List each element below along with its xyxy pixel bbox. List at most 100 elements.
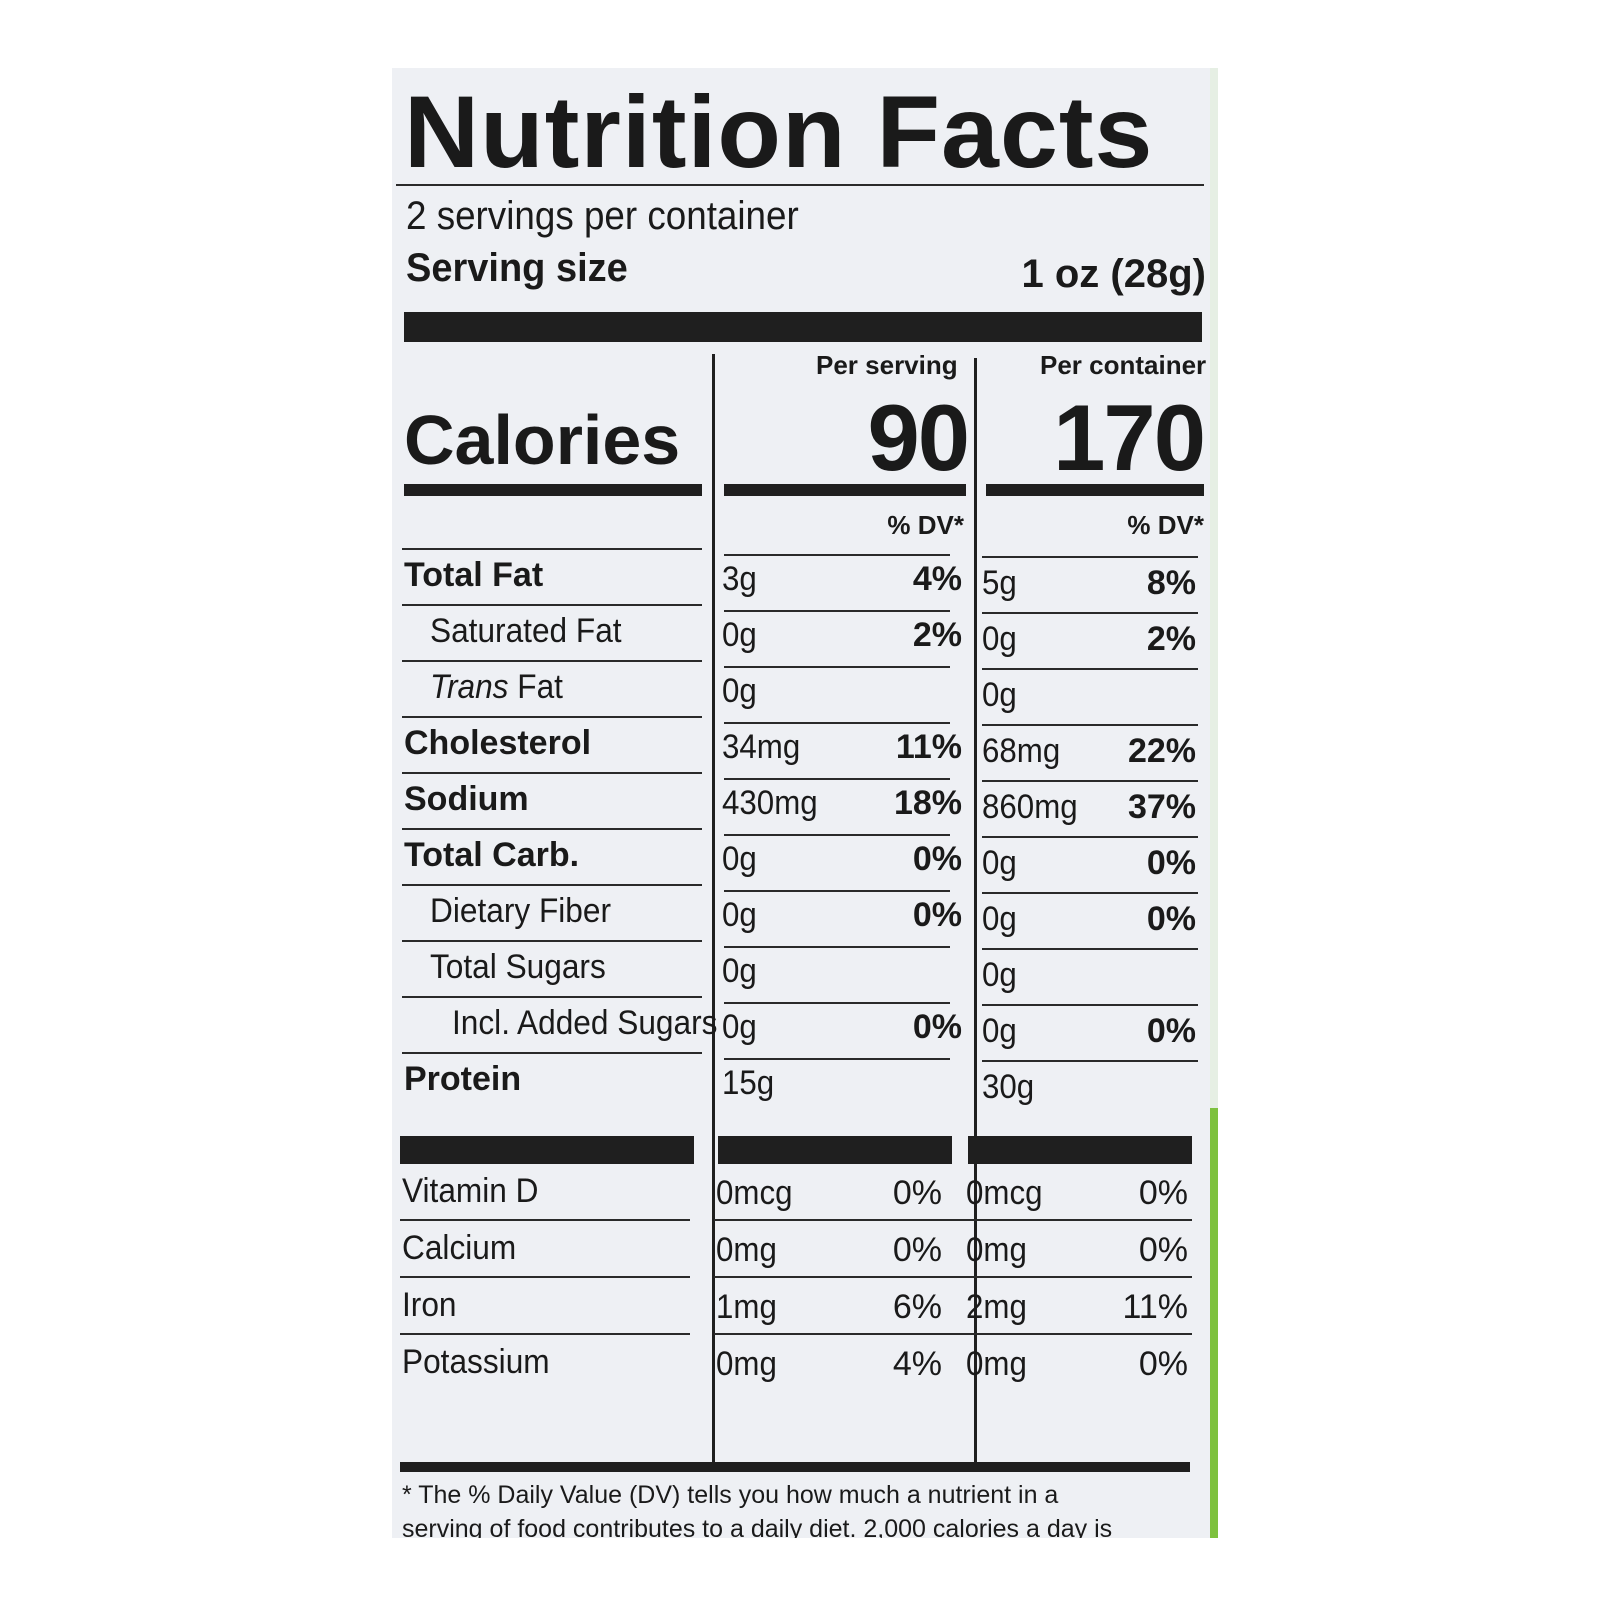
package-edge-green <box>1210 1108 1218 1538</box>
vitamin-serving-dv: 4% <box>892 1345 942 1383</box>
nutrient-label-italic: Trans <box>430 668 509 706</box>
container-amount: 68mg <box>982 732 1061 770</box>
serving-amount: 0g <box>722 616 757 654</box>
row-rule-mid <box>724 778 950 780</box>
calories-per-container: 170 <box>1053 385 1206 490</box>
serving-amount: 0g <box>722 672 757 710</box>
vitamin-serving: 0mg <box>716 1231 777 1269</box>
nutrient-label: Total Carb. <box>404 836 580 874</box>
row-rule-left <box>402 996 702 998</box>
row-rule-left <box>402 548 702 550</box>
serving-amount: 34mg <box>722 728 801 766</box>
vitamin-rule-left <box>400 1219 690 1221</box>
row-rule-right <box>982 836 1198 838</box>
nutrient-label: Incl. Added Sugars <box>452 1004 718 1042</box>
vitamin-container: 0mg <box>966 1231 1027 1269</box>
row-rule-right <box>982 612 1198 614</box>
vitamin-rule-right <box>714 1276 1192 1278</box>
serving-amount: 0g <box>722 840 757 878</box>
vitamin-label: Potassium <box>402 1343 550 1381</box>
container-dv: 22% <box>1127 732 1196 770</box>
serving-dv: 11% <box>895 728 962 766</box>
column-divider-2 <box>974 358 977 1466</box>
footnote: * The % Daily Value (DV) tells you how m… <box>402 1481 1113 1538</box>
serving-dv: 4% <box>912 560 962 598</box>
vitamin-label: Calcium <box>402 1229 517 1267</box>
calories-per-serving: 90 <box>867 385 970 490</box>
row-rule-right <box>982 948 1198 950</box>
row-rule-mid <box>724 1002 950 1004</box>
vitamin-serving: 0mg <box>716 1345 777 1383</box>
vitamin-label: Iron <box>402 1286 457 1324</box>
row-rule-left <box>402 604 702 606</box>
container-amount: 0g <box>982 676 1017 714</box>
row-rule-right <box>982 1004 1198 1006</box>
container-amount: 860mg <box>982 788 1078 826</box>
vitamin-serving: 0mcg <box>716 1174 793 1212</box>
vitamin-rule-left <box>400 1333 690 1335</box>
nutrient-label: Protein <box>404 1060 522 1098</box>
nutrient-label: Saturated Fat <box>430 612 622 650</box>
row-rule-mid <box>724 722 950 724</box>
row-rule-right <box>982 724 1198 726</box>
row-rule-mid <box>724 554 950 556</box>
vitamins-bar-mid <box>718 1136 952 1164</box>
vitamin-serving-dv: 6% <box>892 1288 942 1326</box>
serving-amount: 15g <box>722 1064 775 1102</box>
row-rule-right <box>982 892 1198 894</box>
vitamin-rule-left <box>400 1276 690 1278</box>
serving-amount: 0g <box>722 896 757 934</box>
row-rule-left <box>402 884 702 886</box>
vitamin-rule-right <box>714 1333 1192 1335</box>
row-rule-mid <box>724 1058 950 1060</box>
serving-amount: 0g <box>722 952 757 990</box>
container-dv: 0% <box>1146 844 1196 882</box>
vitamin-serving: 1mg <box>716 1288 777 1326</box>
vitamins-bar-left <box>400 1136 694 1164</box>
container-amount: 0g <box>982 620 1017 658</box>
row-rule-left <box>402 828 702 830</box>
nutrient-label: Dietary Fiber <box>430 892 611 930</box>
row-rule-left <box>402 660 702 662</box>
vitamin-container-dv: 0% <box>1138 1231 1188 1269</box>
vitamin-serving-dv: 0% <box>892 1174 942 1212</box>
row-rule-left <box>402 716 702 718</box>
vitamin-container-dv: 0% <box>1138 1345 1188 1383</box>
row-rule-mid <box>724 890 950 892</box>
container-amount: 0g <box>982 844 1017 882</box>
nutrient-label: Sodium <box>404 780 529 818</box>
container-amount: 5g <box>982 564 1017 602</box>
container-amount: 30g <box>982 1068 1035 1106</box>
row-rule-mid <box>724 946 950 948</box>
nutrient-label: Total Sugars <box>430 948 606 986</box>
vitamin-container: 2mg <box>966 1288 1027 1326</box>
dv-header-serving: % DV* <box>887 510 964 540</box>
footer-bar <box>400 1462 1190 1472</box>
serving-dv: 2% <box>912 616 962 654</box>
package-edge-light <box>1210 68 1218 1538</box>
vitamin-container-dv: 11% <box>1122 1288 1188 1326</box>
row-rule-left <box>402 1052 702 1054</box>
calories-bar-left <box>404 484 702 496</box>
nutrient-label-rest: Fat <box>508 668 563 706</box>
title-rule <box>396 184 1204 186</box>
serving-dv: 0% <box>912 840 962 878</box>
serving-size-thick-bar <box>404 312 1202 342</box>
calories-bar-mid <box>724 484 966 496</box>
dv-header-container: % DV* <box>1127 510 1204 540</box>
container-dv: 0% <box>1146 1012 1196 1050</box>
container-amount: 0g <box>982 1012 1017 1050</box>
vitamin-serving-dv: 0% <box>892 1231 942 1269</box>
per-serving-header: Per serving <box>816 350 958 380</box>
container-dv: 37% <box>1127 788 1196 826</box>
servings-per-container: 2 servings per container <box>406 194 799 238</box>
row-rule-left <box>402 940 702 942</box>
serving-size-label: Serving size <box>406 246 628 290</box>
label-title: Nutrition Facts <box>404 75 1154 189</box>
per-container-header: Per container <box>1040 350 1207 380</box>
vitamin-container: 0mcg <box>966 1174 1043 1212</box>
row-rule-right <box>982 1060 1198 1062</box>
row-rule-mid <box>724 610 950 612</box>
vitamin-label: Vitamin D <box>402 1172 539 1210</box>
vitamin-container-dv: 0% <box>1138 1174 1188 1212</box>
